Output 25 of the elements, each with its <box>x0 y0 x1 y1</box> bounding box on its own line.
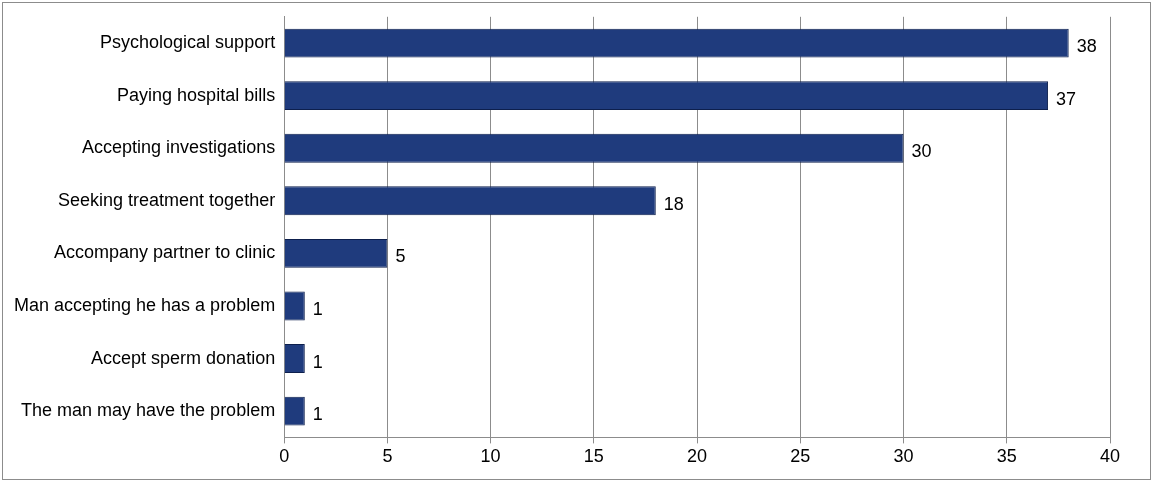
x-tick-label: 20 <box>687 446 708 467</box>
y-tick-label: Seeking treatment together <box>58 189 276 210</box>
x-tick-label: 25 <box>790 446 811 467</box>
y-tick-label: Man accepting he has a problem <box>13 294 276 315</box>
x-tick-label: 35 <box>996 446 1017 467</box>
x-tick-label: 30 <box>893 446 914 467</box>
x-tick-label: 0 <box>279 446 290 467</box>
y-tick-label: Paying hospital bills <box>117 84 276 105</box>
x-tick-label: 5 <box>382 446 393 467</box>
x-tick-label: 10 <box>480 446 501 467</box>
data-label: 38 <box>1076 36 1097 57</box>
data-label: 1 <box>312 298 323 319</box>
x-tick-label: 15 <box>583 446 604 467</box>
data-label: 1 <box>312 351 323 372</box>
data-label: 30 <box>911 141 932 162</box>
y-tick-label: Accompany partner to clinic <box>54 242 276 263</box>
y-tick-label: Psychological support <box>100 32 276 53</box>
x-tick-label: 40 <box>1099 446 1121 467</box>
data-label: 1 <box>312 404 323 425</box>
y-tick-label: Accepting investigations <box>82 137 276 158</box>
data-label: 18 <box>663 193 684 214</box>
data-label: 5 <box>395 246 406 267</box>
y-tick-label: The man may have the problem <box>21 400 276 421</box>
y-tick-label: Accept sperm donation <box>91 347 276 368</box>
data-label: 37 <box>1056 88 1077 109</box>
